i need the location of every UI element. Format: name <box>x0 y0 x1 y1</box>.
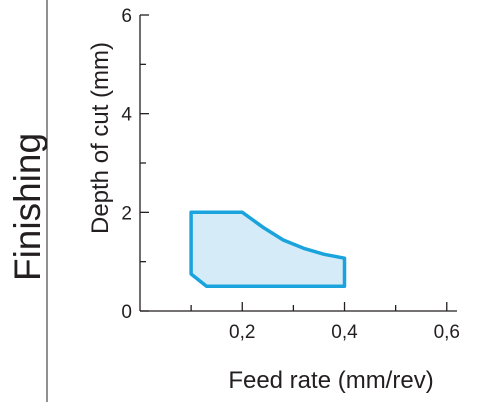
y-tick-label: 4 <box>121 105 132 126</box>
x-tick-label: 0,2 <box>229 322 255 343</box>
axes-layer: 0 2 4 6 0,2 0,4 0,6 <box>121 6 460 343</box>
y-tick-label: 0 <box>121 302 132 323</box>
x-axis-title: Feed rate (mm/rev) <box>228 367 433 394</box>
section-title: Finishing <box>7 133 48 281</box>
labels-layer: Depth of cut (mm) Feed rate (mm/rev) <box>87 42 434 394</box>
y-axis-title: Depth of cut (mm) <box>87 42 114 234</box>
y-tick-label: 6 <box>121 6 132 27</box>
operating-region <box>189 210 347 289</box>
region-layer <box>189 210 347 289</box>
x-tick-label: 0,4 <box>331 322 358 343</box>
x-tick-label: 0,6 <box>434 322 460 343</box>
y-tick-label: 2 <box>121 203 132 224</box>
